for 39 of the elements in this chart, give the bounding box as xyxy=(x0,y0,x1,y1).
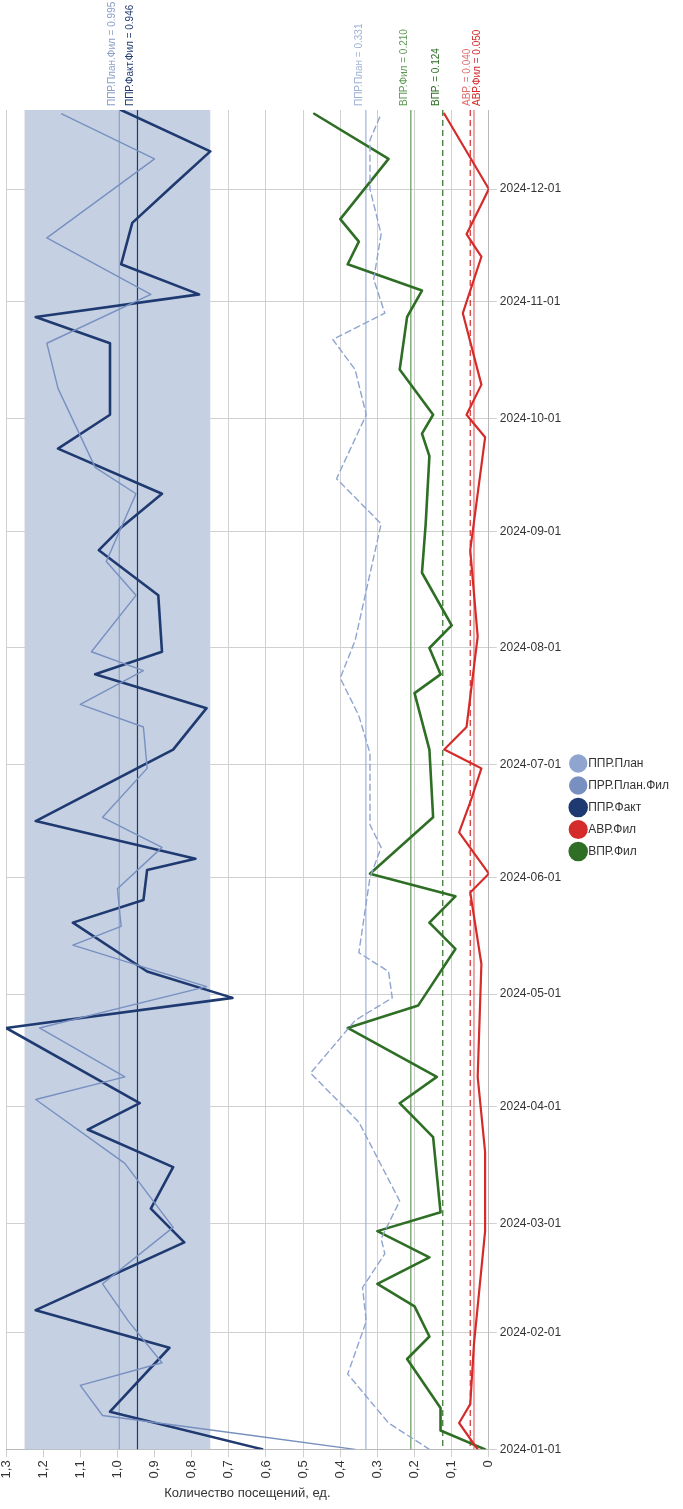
y-tick-label: 2024-12-01 xyxy=(499,181,562,196)
x-tick-label: 1,2 xyxy=(34,1460,50,1479)
x-tick-label: 1,0 xyxy=(109,1460,124,1479)
x-tick-label: 1,1 xyxy=(71,1460,87,1479)
y-tick-label: 2024-06-01 xyxy=(499,869,562,884)
y-tick-label: 2024-04-01 xyxy=(499,1099,562,1114)
legend-label: ППР.План xyxy=(588,755,644,770)
ref-line-label: АВР.Фил = 0.050 xyxy=(471,29,483,106)
legend-label: АВР.Фил xyxy=(588,821,637,836)
y-tick-label: 2024-05-01 xyxy=(499,986,562,1001)
legend-label: ВПР.Фил xyxy=(588,843,637,858)
ref-line-label: ВПР. = 0.124 xyxy=(429,47,441,106)
x-tick-label: 1,3 xyxy=(0,1460,13,1479)
x-tick-label: 0,7 xyxy=(220,1460,236,1479)
legend-label: ППР.Факт xyxy=(588,799,642,814)
x-tick-label: 0 xyxy=(480,1460,496,1468)
ref-line-label: ППР.Факт.Фил = 0.946 xyxy=(124,4,136,106)
ref-line-label: ППР.План = 0.331 xyxy=(352,23,364,106)
x-tick-label: 0,4 xyxy=(331,1460,347,1479)
y-tick-label: 2024-03-01 xyxy=(499,1215,562,1230)
y-tick-label: 2024-09-01 xyxy=(499,523,562,538)
y-tick-label: 2024-10-01 xyxy=(499,410,562,425)
x-tick-label: 0,2 xyxy=(406,1460,422,1479)
x-tick-label: 0,5 xyxy=(294,1460,310,1479)
x-tick-label: 0,6 xyxy=(257,1460,273,1479)
x-tick-label: 0,8 xyxy=(183,1460,199,1479)
x-axis-title: Количество посещений, ед. xyxy=(164,1484,331,1500)
ref-line-label: АВР. = 0.040 xyxy=(460,48,472,106)
y-tick-label: 2024-08-01 xyxy=(499,640,562,655)
y-tick-label: 2024-07-01 xyxy=(499,756,562,771)
x-tick-label: 0,3 xyxy=(368,1460,384,1479)
y-tick-label: 2024-01-01 xyxy=(499,1441,562,1456)
y-tick-label: 2024-11-01 xyxy=(499,294,561,309)
x-tick-label: 0,9 xyxy=(146,1460,162,1479)
ref-line-label: ППР.План.Фил = 0.995 xyxy=(106,1,118,106)
ref-line-label: ВПР.Фил = 0.210 xyxy=(397,28,409,106)
legend-label: ПРР.План.Фил xyxy=(588,777,670,792)
x-tick-label: 0,1 xyxy=(443,1460,459,1479)
y-tick-label: 2024-02-01 xyxy=(499,1325,562,1340)
